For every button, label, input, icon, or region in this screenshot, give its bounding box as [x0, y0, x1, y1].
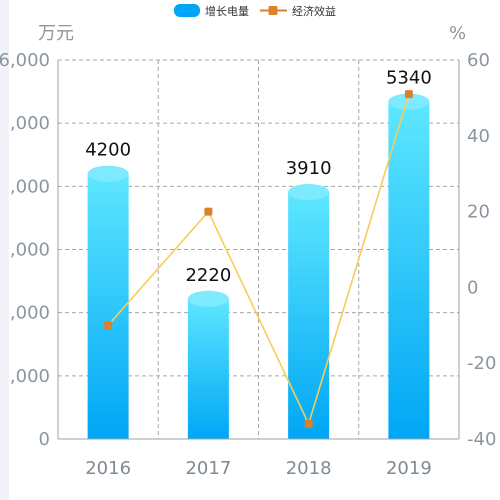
legend-line-label: 经济效益: [292, 4, 336, 18]
x-tick-label: 2017: [185, 458, 231, 479]
x-tick-label: 2018: [286, 458, 332, 479]
y-right-unit-label: %: [449, 23, 466, 44]
y-left-unit-label: 万元: [38, 23, 74, 44]
line-layer: [104, 90, 413, 428]
line-point: [304, 419, 313, 428]
label-layer: 4200 2220 3910 5340: [85, 68, 432, 286]
legend[interactable]: 增长电量 经济效益: [174, 4, 336, 18]
bar: [187, 298, 229, 439]
y-left-tick-label: ,000: [10, 303, 50, 324]
y-right-tick-label: 60: [467, 50, 490, 71]
bar-cap: [87, 165, 129, 182]
legend-bar-label: 增长电量: [205, 4, 249, 18]
legend-item-bar[interactable]: 增长电量: [174, 4, 249, 18]
y-left-tick-label: ,000: [10, 366, 50, 387]
left-edge-strip: [0, 0, 9, 500]
bar-value-label: 5340: [386, 68, 432, 89]
y-right-tick-label: 20: [467, 202, 490, 223]
legend-item-line[interactable]: 经济效益: [260, 4, 336, 18]
y-right-tick-label: 40: [467, 126, 490, 147]
bar-layer: [87, 93, 430, 439]
x-tick-label: 2019: [386, 458, 432, 479]
line-point: [404, 90, 413, 99]
bar-cap: [187, 290, 229, 307]
line-point: [104, 321, 113, 330]
line-point: [204, 207, 213, 216]
axis-layer: 0 ,000 ,000 ,000 ,000 ,000 6,000 -40 -20 0 20 40 60 2…: [0, 23, 496, 479]
y-left-tick-label: ,000: [10, 113, 50, 134]
y-right-tick-label: -40: [467, 429, 496, 450]
bar-value-label: 3910: [286, 158, 332, 179]
legend-bar-swatch: [174, 4, 200, 17]
bar: [288, 192, 330, 439]
y-left-tick-label: 6,000: [0, 50, 50, 71]
y-right-tick-label: 0: [467, 277, 478, 298]
legend-line-marker: [268, 6, 278, 15]
x-tick-label: 2016: [85, 458, 131, 479]
bar-value-label: 4200: [85, 140, 131, 161]
y-left-tick-label: 0: [39, 429, 50, 450]
y-left-tick-label: ,000: [10, 240, 50, 261]
y-right-tick-label: -20: [467, 353, 496, 374]
bar-cap: [288, 184, 330, 201]
bar-cap: [388, 93, 430, 110]
y-left-tick-label: ,000: [10, 176, 50, 197]
bar: [388, 101, 430, 439]
bar: [87, 173, 129, 439]
line-series-path: [107, 93, 410, 427]
bar-value-label: 2220: [185, 265, 231, 286]
